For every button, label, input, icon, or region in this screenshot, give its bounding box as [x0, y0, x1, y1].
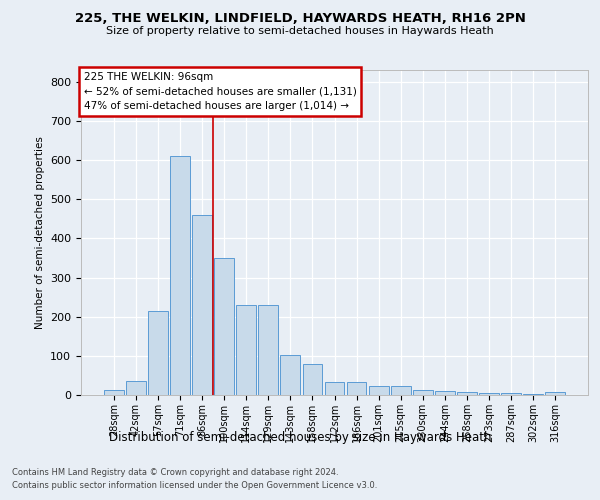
- Bar: [413, 390, 433, 395]
- Bar: [192, 215, 212, 395]
- Bar: [259, 305, 278, 395]
- Bar: [391, 386, 410, 395]
- Bar: [435, 391, 455, 395]
- Bar: [170, 156, 190, 395]
- Bar: [501, 393, 521, 395]
- Bar: [236, 305, 256, 395]
- Text: Distribution of semi-detached houses by size in Haywards Heath: Distribution of semi-detached houses by …: [109, 431, 491, 444]
- Text: Contains HM Land Registry data © Crown copyright and database right 2024.: Contains HM Land Registry data © Crown c…: [12, 468, 338, 477]
- Bar: [126, 382, 146, 395]
- Text: Contains public sector information licensed under the Open Government Licence v3: Contains public sector information licen…: [12, 482, 377, 490]
- Bar: [368, 386, 389, 395]
- Bar: [523, 394, 543, 395]
- Bar: [280, 354, 301, 395]
- Bar: [325, 382, 344, 395]
- Bar: [104, 390, 124, 395]
- Text: 225, THE WELKIN, LINDFIELD, HAYWARDS HEATH, RH16 2PN: 225, THE WELKIN, LINDFIELD, HAYWARDS HEA…: [74, 12, 526, 26]
- Bar: [214, 258, 234, 395]
- Bar: [479, 393, 499, 395]
- Bar: [302, 364, 322, 395]
- Bar: [457, 392, 477, 395]
- Bar: [347, 382, 367, 395]
- Text: Size of property relative to semi-detached houses in Haywards Heath: Size of property relative to semi-detach…: [106, 26, 494, 36]
- Bar: [148, 311, 168, 395]
- Text: 225 THE WELKIN: 96sqm
← 52% of semi-detached houses are smaller (1,131)
47% of s: 225 THE WELKIN: 96sqm ← 52% of semi-deta…: [83, 72, 356, 111]
- Y-axis label: Number of semi-detached properties: Number of semi-detached properties: [35, 136, 44, 329]
- Bar: [545, 392, 565, 395]
